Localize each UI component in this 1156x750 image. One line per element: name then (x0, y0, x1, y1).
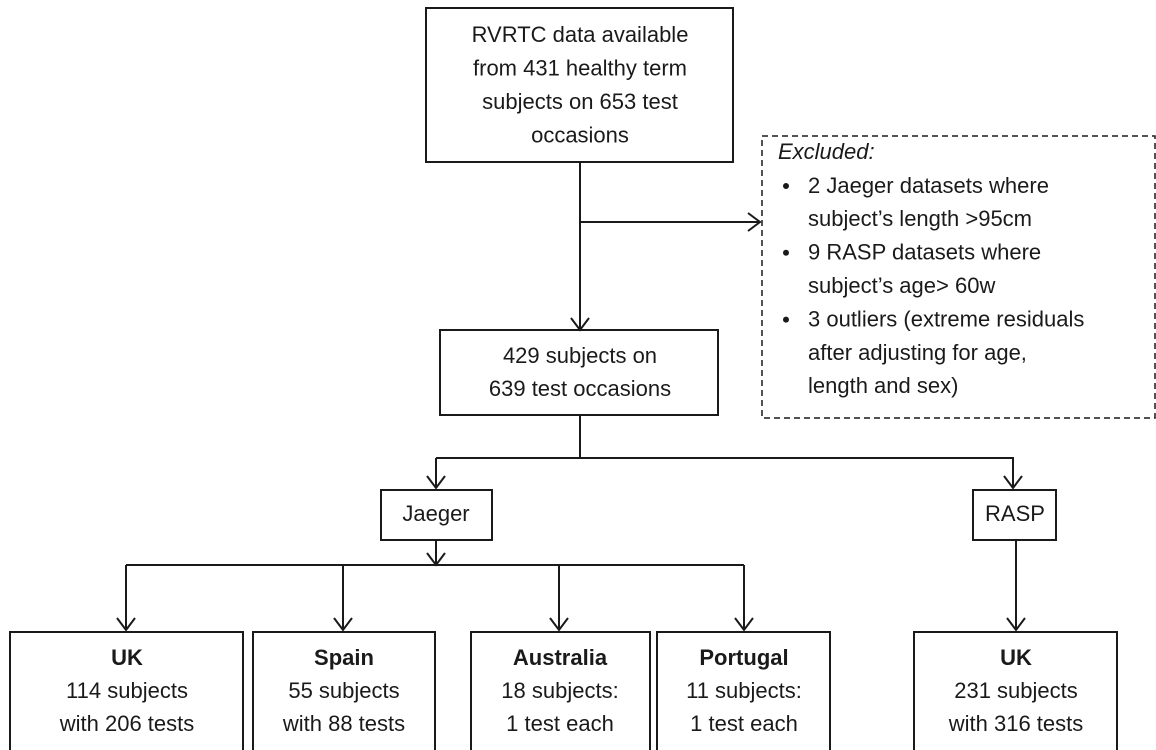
node-text: from 431 healthy term (473, 55, 687, 80)
bullet (783, 249, 789, 256)
node-text: RVRTC data available (472, 22, 689, 47)
node-text: 114 subjects (66, 678, 188, 703)
node-label: RASP (985, 501, 1045, 526)
excluded-item: subject’s length >95cm (808, 206, 1032, 231)
node-title: UK (111, 645, 143, 670)
node-text: subjects on 653 test (482, 89, 678, 114)
included-box (439, 329, 719, 416)
node-text: with 206 tests (59, 711, 195, 736)
node-title: UK (1000, 645, 1032, 670)
node-title: Spain (314, 645, 374, 670)
node-text: with 88 tests (282, 711, 405, 736)
excluded-item: after adjusting for age, (808, 340, 1027, 365)
node-text: occasions (531, 122, 629, 147)
node-text: 1 test each (690, 711, 798, 736)
excluded-item: length and sex) (808, 373, 958, 398)
node-title: Portugal (699, 645, 788, 670)
rasp-box (972, 489, 1057, 541)
excluded-item: 3 outliers (extreme residuals (808, 306, 1084, 331)
node-text: 231 subjects (954, 678, 1078, 703)
jaeger-australia-box (470, 631, 651, 750)
excluded-box (761, 135, 1156, 419)
jaeger-portugal-box (656, 631, 831, 750)
node-text: 55 subjects (288, 678, 399, 703)
node-text: 429 subjects on (503, 343, 657, 368)
jaeger-spain-box (252, 631, 436, 750)
rasp-uk-box (913, 631, 1118, 750)
excluded-item: subject’s age> 60w (808, 273, 995, 298)
excluded-item: 9 RASP datasets where (808, 240, 1041, 265)
node-label: Jaeger (402, 501, 469, 526)
bullet (783, 183, 789, 189)
arrowheads (116, 212, 1026, 632)
node-text: 1 test each (506, 711, 614, 736)
excluded-item: 2 Jaeger datasets where (808, 173, 1049, 198)
connectors (116, 162, 1026, 632)
excluded-heading: Excluded: (778, 139, 875, 164)
bullet (783, 316, 789, 323)
node-text: 18 subjects: (501, 678, 618, 703)
jaeger-uk-box (9, 631, 244, 750)
node-title: Australia (513, 645, 608, 670)
node-text: 639 test occasions (489, 376, 671, 401)
node-text: with 316 tests (948, 711, 1084, 736)
source-box (425, 7, 734, 163)
node-text: 11 subjects: (686, 678, 802, 703)
